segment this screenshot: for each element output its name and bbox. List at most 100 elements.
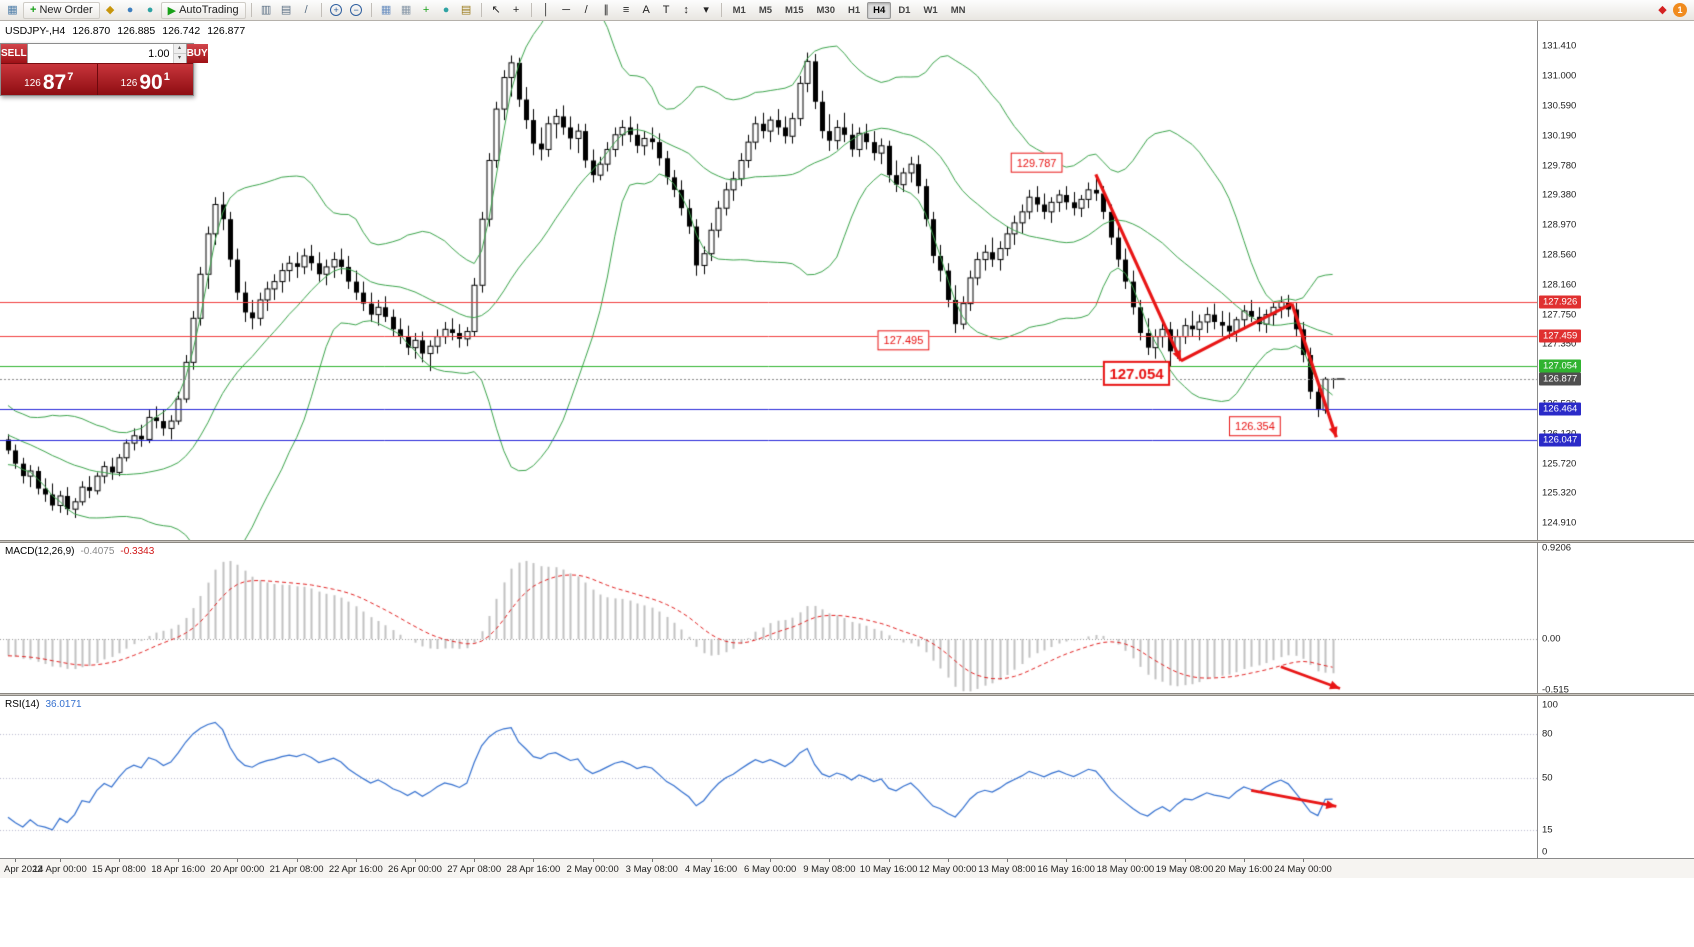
time-axis[interactable]: Apr 2022 14 Apr 00:00 15 Apr 08:00 18 Apr 1… [0,858,1694,878]
scale-tick: 128.560 [1542,249,1577,261]
sell-button[interactable]: SELL [1,44,27,63]
timeframe-w1[interactable]: W1 [923,4,938,16]
timeframe-m5[interactable]: M5 [758,4,773,16]
template-icon[interactable]: ▤ [460,3,472,16]
time-axis-tick [237,859,238,862]
panel-splitter[interactable] [0,540,1694,543]
time-axis-label: 15 Apr 08:00 [92,864,146,875]
macd-name: MACD(12,26,9) [5,546,75,557]
objects-dropdown-icon[interactable]: ▾ [703,3,709,16]
horizontal-line-icon[interactable]: ─ [562,3,571,16]
periodicity-icon[interactable]: ● [442,3,450,16]
price-chart-canvas[interactable] [0,21,1537,540]
price-marker: 127.459 [1539,329,1582,343]
line-chart-icon[interactable]: / [304,3,308,16]
toolbar-separator [250,3,252,17]
timeframe-mn[interactable]: MN [950,4,966,16]
text-icon[interactable]: A [642,3,650,16]
crosshair-icon[interactable]: + [512,3,520,16]
scale-tick: 129.380 [1542,189,1577,201]
add-indicator-icon[interactable]: + [422,3,430,16]
toolbar: ▦ + New Order ◆ ● ● ▶ AutoTrading ▥ ▤ / + − ▦ ▦ + ● ▤ ↖ + │ ─… [0,0,1694,21]
scale-tick: 125.720 [1542,458,1577,470]
label-icon[interactable]: T [662,3,670,16]
scale-tick: 0 [1542,846,1548,858]
price-scale[interactable]: 131.410 131.000 130.590 130.190 129.780 129.3… [1537,21,1694,540]
time-axis-label: 19 May 08:00 [1155,864,1214,875]
scale-tick: 131.000 [1542,70,1577,82]
toolbar-separator [320,3,322,17]
toolbar-separator [370,3,372,17]
price-alert-icon[interactable]: ◆ [1658,3,1667,16]
metaeditor-icon[interactable]: ◆ [105,3,115,16]
price-chart-panel: 131.410 131.000 130.590 130.190 129.780 129.3… [0,21,1694,540]
time-axis-label: 21 Apr 08:00 [269,864,324,875]
price-marker: 126.464 [1539,402,1582,416]
buy-price-integer: 126 [120,78,138,89]
candlestick-chart-icon[interactable]: ▤ [280,3,292,16]
timeframe-d1[interactable]: D1 [898,4,911,16]
scale-tick: 0.9206 [1542,542,1572,554]
notification-badge[interactable]: 1 [1673,3,1687,17]
cascade-windows-icon[interactable]: ▦ [400,3,412,16]
volume-up-icon[interactable]: ▴ [173,44,186,54]
macd-chart-canvas[interactable] [0,543,1537,693]
volume-down-icon[interactable]: ▾ [173,54,186,63]
price-marker: 127.054 [1539,359,1582,373]
time-axis-tick [297,859,298,862]
zoom-in-icon[interactable]: + [327,2,346,19]
new-order-button-icon: + [30,4,37,16]
scale-tick: 128.970 [1542,219,1577,231]
time-axis-tick [1007,859,1008,862]
trendline-icon[interactable]: / [584,3,588,16]
time-axis-tick [1303,859,1304,862]
scale-tick: 130.590 [1542,100,1577,112]
volume-input[interactable] [27,44,173,63]
timeframe-h4[interactable]: H4 [867,1,892,19]
refresh-icon[interactable]: ● [146,3,154,16]
panel-splitter[interactable] [0,693,1694,696]
timeframe-m15[interactable]: M15 [785,4,804,16]
rsi-scale[interactable]: 100 80 50 15 0 [1537,696,1694,858]
timeframe-m30[interactable]: M30 [816,4,835,16]
new-order-button[interactable]: + New Order [23,1,100,19]
bar-chart-icon[interactable]: ▥ [260,3,272,16]
time-axis-label: 18 May 00:00 [1096,864,1155,875]
symbol-name: USDJPY-,H4 [5,25,66,37]
close-value: 126.877 [207,25,246,37]
macd-scale[interactable]: 0.9206 0.00 -0.515 [1537,542,1694,696]
time-axis-label: 26 Apr 00:00 [388,864,442,875]
timeframe-m1[interactable]: M1 [732,4,746,16]
rsi-value: 36.0171 [45,699,82,710]
rsi-chart-canvas[interactable] [0,696,1537,858]
buy-price-pips: 90 [139,71,163,94]
volume-field: ▴ ▾ [26,44,187,63]
scale-tick: 130.190 [1542,130,1577,142]
vertical-line-icon[interactable]: │ [542,3,550,16]
scale-tick: 128.160 [1542,279,1577,291]
buy-price-button[interactable]: 126 90 1 [97,64,193,95]
buy-button[interactable]: BUY [186,44,208,63]
scale-tick: 100 [1542,699,1558,711]
channel-icon[interactable]: ∥ [603,3,609,16]
fibonacci-icon[interactable]: ≡ [622,3,630,16]
zoom-out-icon[interactable]: − [347,2,366,19]
window-filler [0,878,1694,947]
cursor-icon[interactable]: ↖ [491,3,501,16]
tile-windows-icon[interactable]: ▦ [380,3,392,16]
autotrading-button[interactable]: ▶ AutoTrading [160,1,246,19]
volume-stepper: ▴ ▾ [172,44,186,63]
price-marker: 126.047 [1539,433,1582,447]
time-axis-label: 18 Apr 16:00 [151,864,206,875]
options-icon[interactable]: ● [126,3,134,16]
macd-panel: 0.9206 0.00 -0.515 MACD(12,26,9) -0.4075 -… [0,542,1694,696]
sell-price-button[interactable]: 126 87 7 [1,64,98,95]
time-axis-tick [889,859,890,862]
timeframe-h1[interactable]: H1 [848,4,861,16]
sell-price-fraction: 7 [67,71,74,83]
scale-tick: 0.00 [1542,633,1561,645]
new-chart-icon[interactable]: ▦ [7,3,18,16]
time-axis-tick [1244,859,1245,862]
arrows-icon[interactable]: ↕ [683,3,689,16]
